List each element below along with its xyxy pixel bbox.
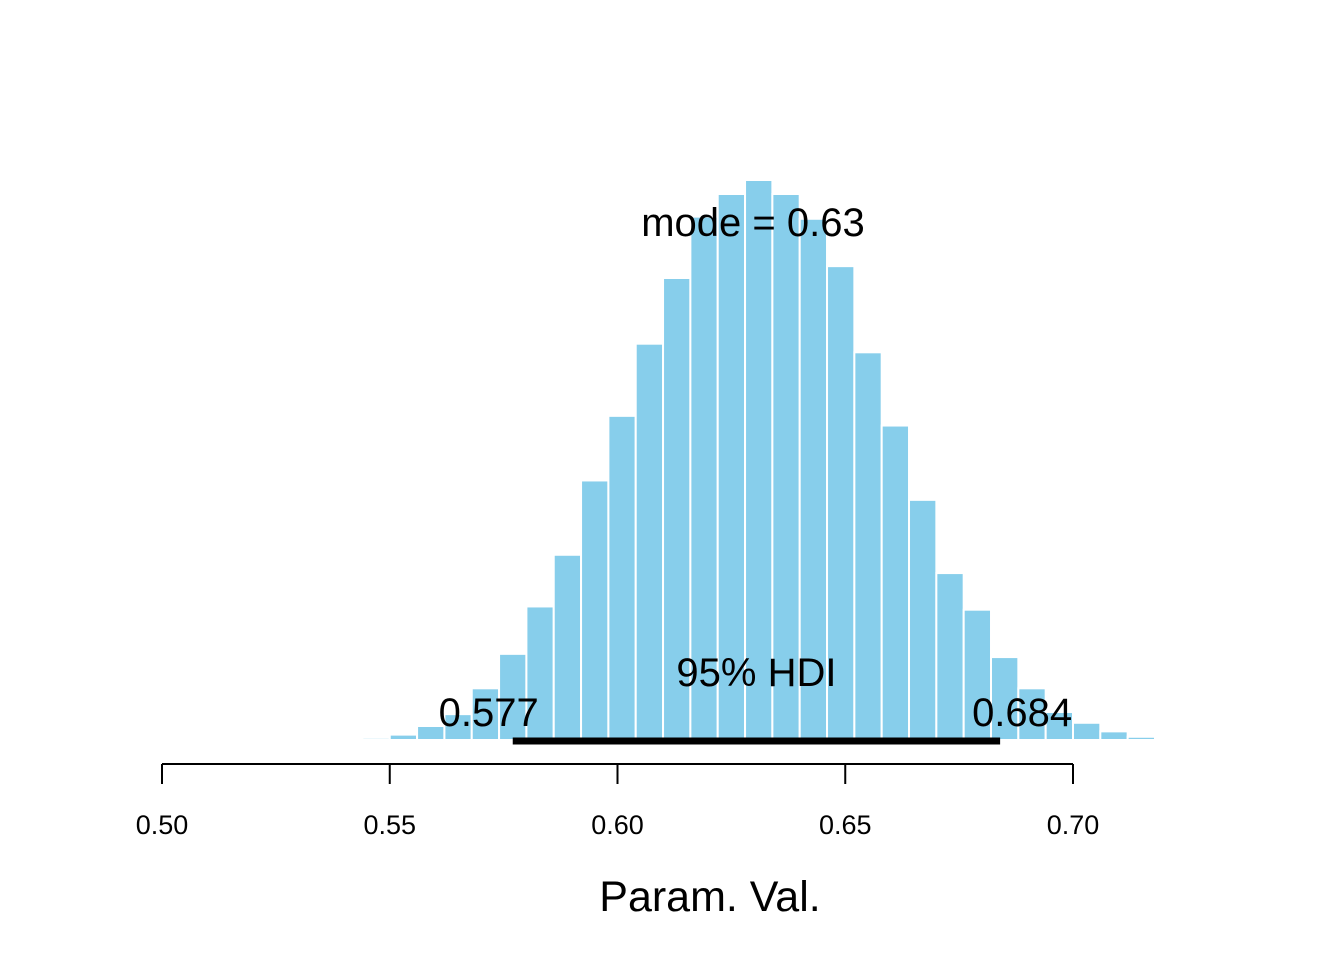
- histogram-bar: [1153, 737, 1184, 741]
- mode-annotation: mode = 0.63: [641, 201, 865, 245]
- histogram-bar: [607, 414, 637, 741]
- hdi-label: 95% HDI: [676, 651, 836, 695]
- x-tick-label: 0.55: [363, 810, 416, 840]
- histogram-bar: [1072, 721, 1102, 742]
- histogram-bar: [880, 424, 911, 741]
- x-axis: 0.50 0.55 0.60 0.65 0.70: [136, 763, 1100, 840]
- histogram-bar: [990, 656, 1020, 742]
- mode-label: mode: [641, 201, 741, 245]
- hdi-low-label: 0.577: [439, 691, 539, 735]
- x-tick-label: 0.50: [136, 810, 189, 840]
- x-axis-title: Param. Val.: [599, 873, 820, 921]
- hdi-high-label: 0.684: [972, 691, 1072, 735]
- histogram-bar: [1044, 711, 1075, 741]
- histogram-bar: [1126, 735, 1156, 742]
- x-tick-label: 0.60: [591, 810, 644, 840]
- histogram-bar: [771, 193, 801, 741]
- mode-equals-sign: =: [752, 201, 786, 245]
- histogram-bar: [853, 351, 883, 741]
- histogram-bar: [935, 572, 965, 742]
- histogram-bar: [470, 687, 501, 741]
- histogram-bar: [498, 652, 528, 741]
- histogram-bar: [1017, 687, 1047, 741]
- histogram-bar: [1099, 730, 1129, 742]
- histogram-bar: [798, 217, 829, 741]
- x-axis-ticks: 0.50 0.55 0.60 0.65 0.70: [136, 764, 1100, 840]
- x-tick-label: 0.65: [819, 810, 872, 840]
- histogram-bar: [908, 498, 938, 741]
- histogram-bars: [361, 179, 1184, 742]
- x-tick-label: 0.70: [1047, 810, 1100, 840]
- mode-value: 0.63: [787, 201, 865, 245]
- histogram-bar: [552, 553, 583, 742]
- histogram-bar: [580, 479, 610, 741]
- histogram-bar: [388, 733, 419, 741]
- histogram-bar: [361, 736, 391, 741]
- histogram-bar: [634, 342, 665, 741]
